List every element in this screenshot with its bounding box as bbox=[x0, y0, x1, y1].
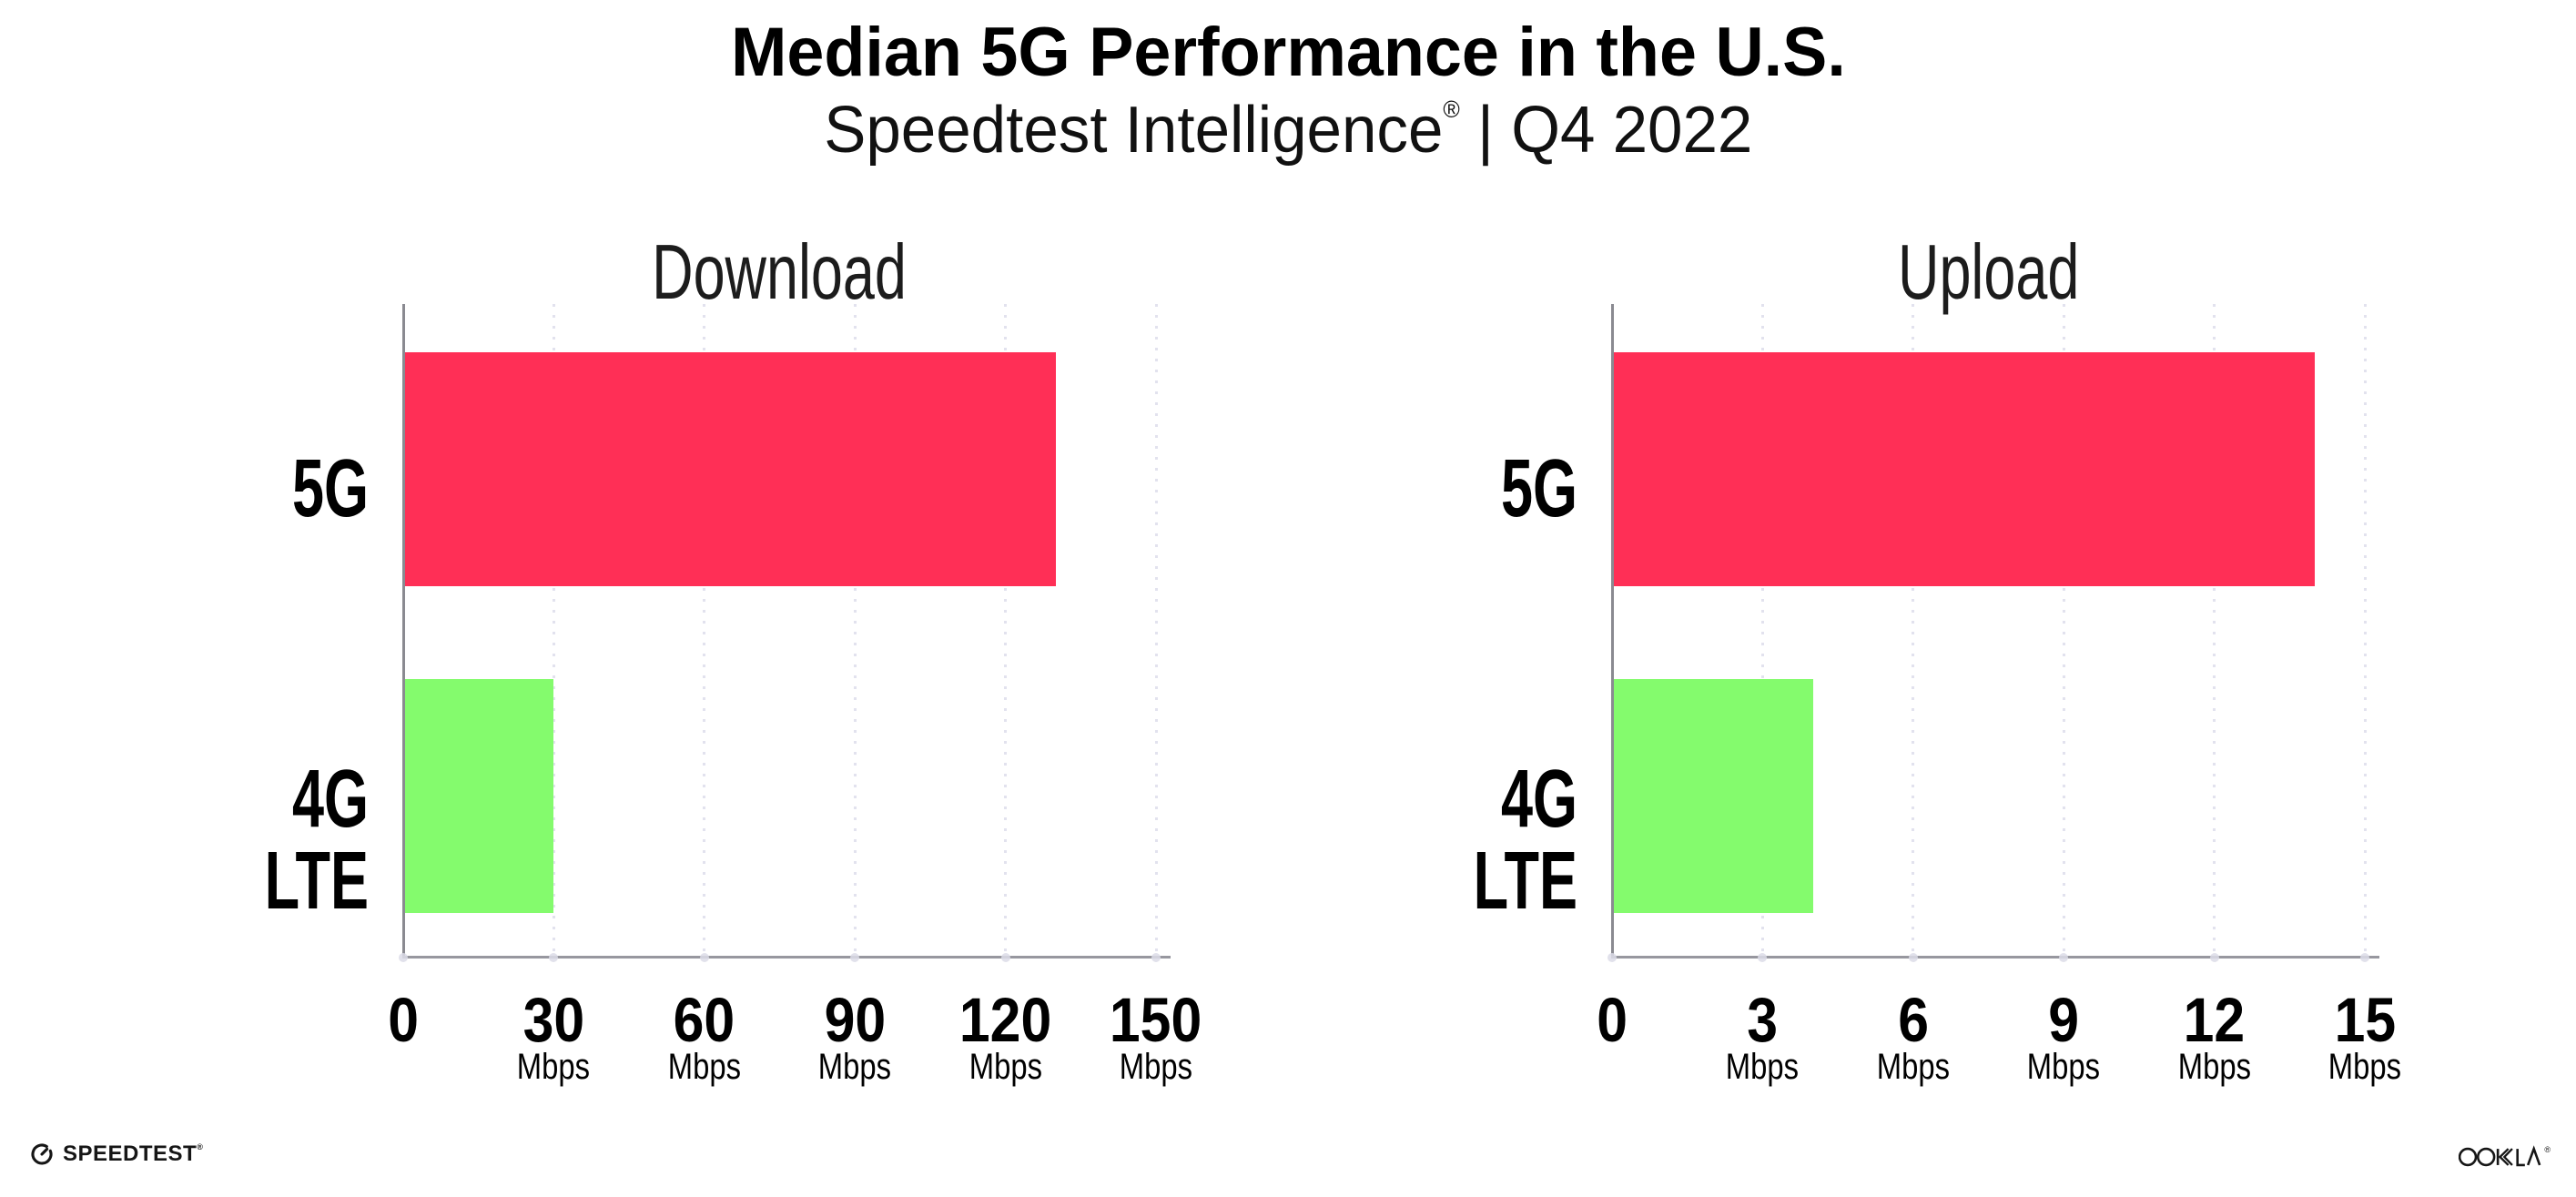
x-tick-label-upload-0: 0 bbox=[1597, 985, 1628, 1055]
x-tick-label-upload-12: 12 bbox=[2183, 985, 2246, 1055]
category-label-upload-4g-lte: 4G LTE bbox=[1473, 753, 1577, 927]
x-tick-label-upload-15: 15 bbox=[2334, 985, 2396, 1055]
subtitle-separator: | bbox=[1459, 94, 1511, 167]
x-tick-unit-upload-6: Mbps bbox=[1876, 1047, 1950, 1087]
speedtest-gauge-icon bbox=[31, 1143, 53, 1165]
tick-marker-download-30 bbox=[549, 952, 559, 962]
y-axis-download bbox=[402, 304, 405, 959]
tick-marker-download-120 bbox=[1000, 952, 1010, 962]
x-tick-label-download-120: 120 bbox=[958, 985, 1052, 1055]
x-tick-unit-upload-15: Mbps bbox=[2328, 1047, 2402, 1087]
page-subtitle: Speedtest Intelligence® | Q4 2022 bbox=[0, 94, 2576, 167]
speedtest-registered-mark: ® bbox=[197, 1142, 203, 1151]
tick-marker-download-150 bbox=[1151, 952, 1161, 962]
x-axis-download bbox=[402, 956, 1171, 959]
gridline-upload-6 bbox=[1912, 304, 1915, 959]
x-tick-label-download-150: 150 bbox=[1110, 985, 1202, 1055]
page-title: Median 5G Performance in the U.S. bbox=[0, 15, 2576, 91]
bar-download-5g bbox=[403, 352, 1056, 586]
bar-upload-5g bbox=[1612, 352, 2315, 586]
upload-chart-title: Upload bbox=[1897, 229, 2080, 316]
page-title-text: Median 5G Performance in the U.S. bbox=[730, 14, 1846, 91]
subtitle-period: Q4 2022 bbox=[1510, 94, 1753, 167]
y-axis-upload bbox=[1611, 304, 1614, 959]
gridline-download-150 bbox=[1154, 304, 1158, 959]
x-tick-unit-download-60: Mbps bbox=[667, 1047, 741, 1087]
x-tick-unit-download-120: Mbps bbox=[969, 1047, 1042, 1087]
tick-marker-upload-0 bbox=[1607, 952, 1617, 962]
x-tick-unit-upload-12: Mbps bbox=[2177, 1047, 2251, 1087]
x-tick-unit-upload-3: Mbps bbox=[1726, 1047, 1800, 1087]
gridline-upload-15 bbox=[2363, 304, 2367, 959]
download-plot-area: 0 30 Mbps 60 Mbps 90 Mbps 120 Mbps 150 Mbps 5G 4G LT… bbox=[265, 304, 1202, 1085]
speedtest-wordmark: SPEEDTEST® bbox=[63, 1141, 203, 1166]
ookla-wordmark-icon bbox=[2459, 1145, 2541, 1167]
gridline-download-60 bbox=[703, 304, 706, 959]
tick-marker-upload-3 bbox=[1758, 952, 1768, 962]
upload-plot-area: 0 3 Mbps 6 Mbps 9 Mbps 12 Mbps 15 Mbps 5G 4G LTE bbox=[1474, 304, 2401, 1085]
tick-marker-download-0 bbox=[399, 952, 408, 962]
category-label-download-4g-lte: 4G LTE bbox=[264, 753, 369, 927]
x-tick-label-upload-9: 9 bbox=[2048, 985, 2080, 1055]
subtitle-brand: Speedtest Intelligence bbox=[823, 94, 1444, 167]
page-subtitle-text: Speedtest Intelligence® | Q4 2022 bbox=[823, 94, 1753, 167]
tick-marker-upload-9 bbox=[2059, 952, 2069, 962]
x-tick-unit-download-30: Mbps bbox=[517, 1047, 591, 1087]
gridline-upload-3 bbox=[1760, 304, 1764, 959]
speedtest-logo: SPEEDTEST® bbox=[30, 1141, 203, 1167]
gridline-upload-12 bbox=[2213, 304, 2216, 959]
gridline-download-120 bbox=[1004, 304, 1008, 959]
ookla-logo: ® bbox=[2459, 1145, 2551, 1169]
tick-marker-upload-6 bbox=[1908, 952, 1918, 962]
x-tick-unit-download-150: Mbps bbox=[1119, 1047, 1193, 1087]
gridline-download-30 bbox=[552, 304, 555, 959]
registered-mark: ® bbox=[1443, 96, 1460, 123]
x-tick-label-download-60: 60 bbox=[674, 985, 735, 1055]
bar-download-4g-lte bbox=[403, 679, 554, 913]
tick-marker-upload-12 bbox=[2209, 952, 2219, 962]
bar-upload-4g-lte bbox=[1612, 679, 1813, 913]
tick-marker-download-60 bbox=[699, 952, 709, 962]
ookla-registered-mark: ® bbox=[2544, 1145, 2551, 1154]
category-label-download-5g: 5G bbox=[291, 443, 369, 534]
tick-marker-upload-15 bbox=[2360, 952, 2369, 962]
x-tick-unit-upload-9: Mbps bbox=[2027, 1047, 2101, 1087]
x-tick-label-download-30: 30 bbox=[522, 985, 585, 1055]
gridline-download-90 bbox=[853, 304, 857, 959]
x-axis-upload bbox=[1611, 956, 2379, 959]
x-tick-label-download-0: 0 bbox=[388, 985, 419, 1055]
x-tick-unit-download-90: Mbps bbox=[818, 1047, 892, 1087]
download-chart-title: Download bbox=[652, 229, 908, 316]
x-tick-label-download-90: 90 bbox=[824, 985, 886, 1055]
tick-marker-download-90 bbox=[850, 952, 860, 962]
gridline-upload-9 bbox=[2062, 304, 2065, 959]
x-tick-label-upload-6: 6 bbox=[1897, 985, 1929, 1055]
category-label-upload-5g: 5G bbox=[1500, 443, 1577, 534]
x-tick-label-upload-3: 3 bbox=[1747, 985, 1779, 1055]
